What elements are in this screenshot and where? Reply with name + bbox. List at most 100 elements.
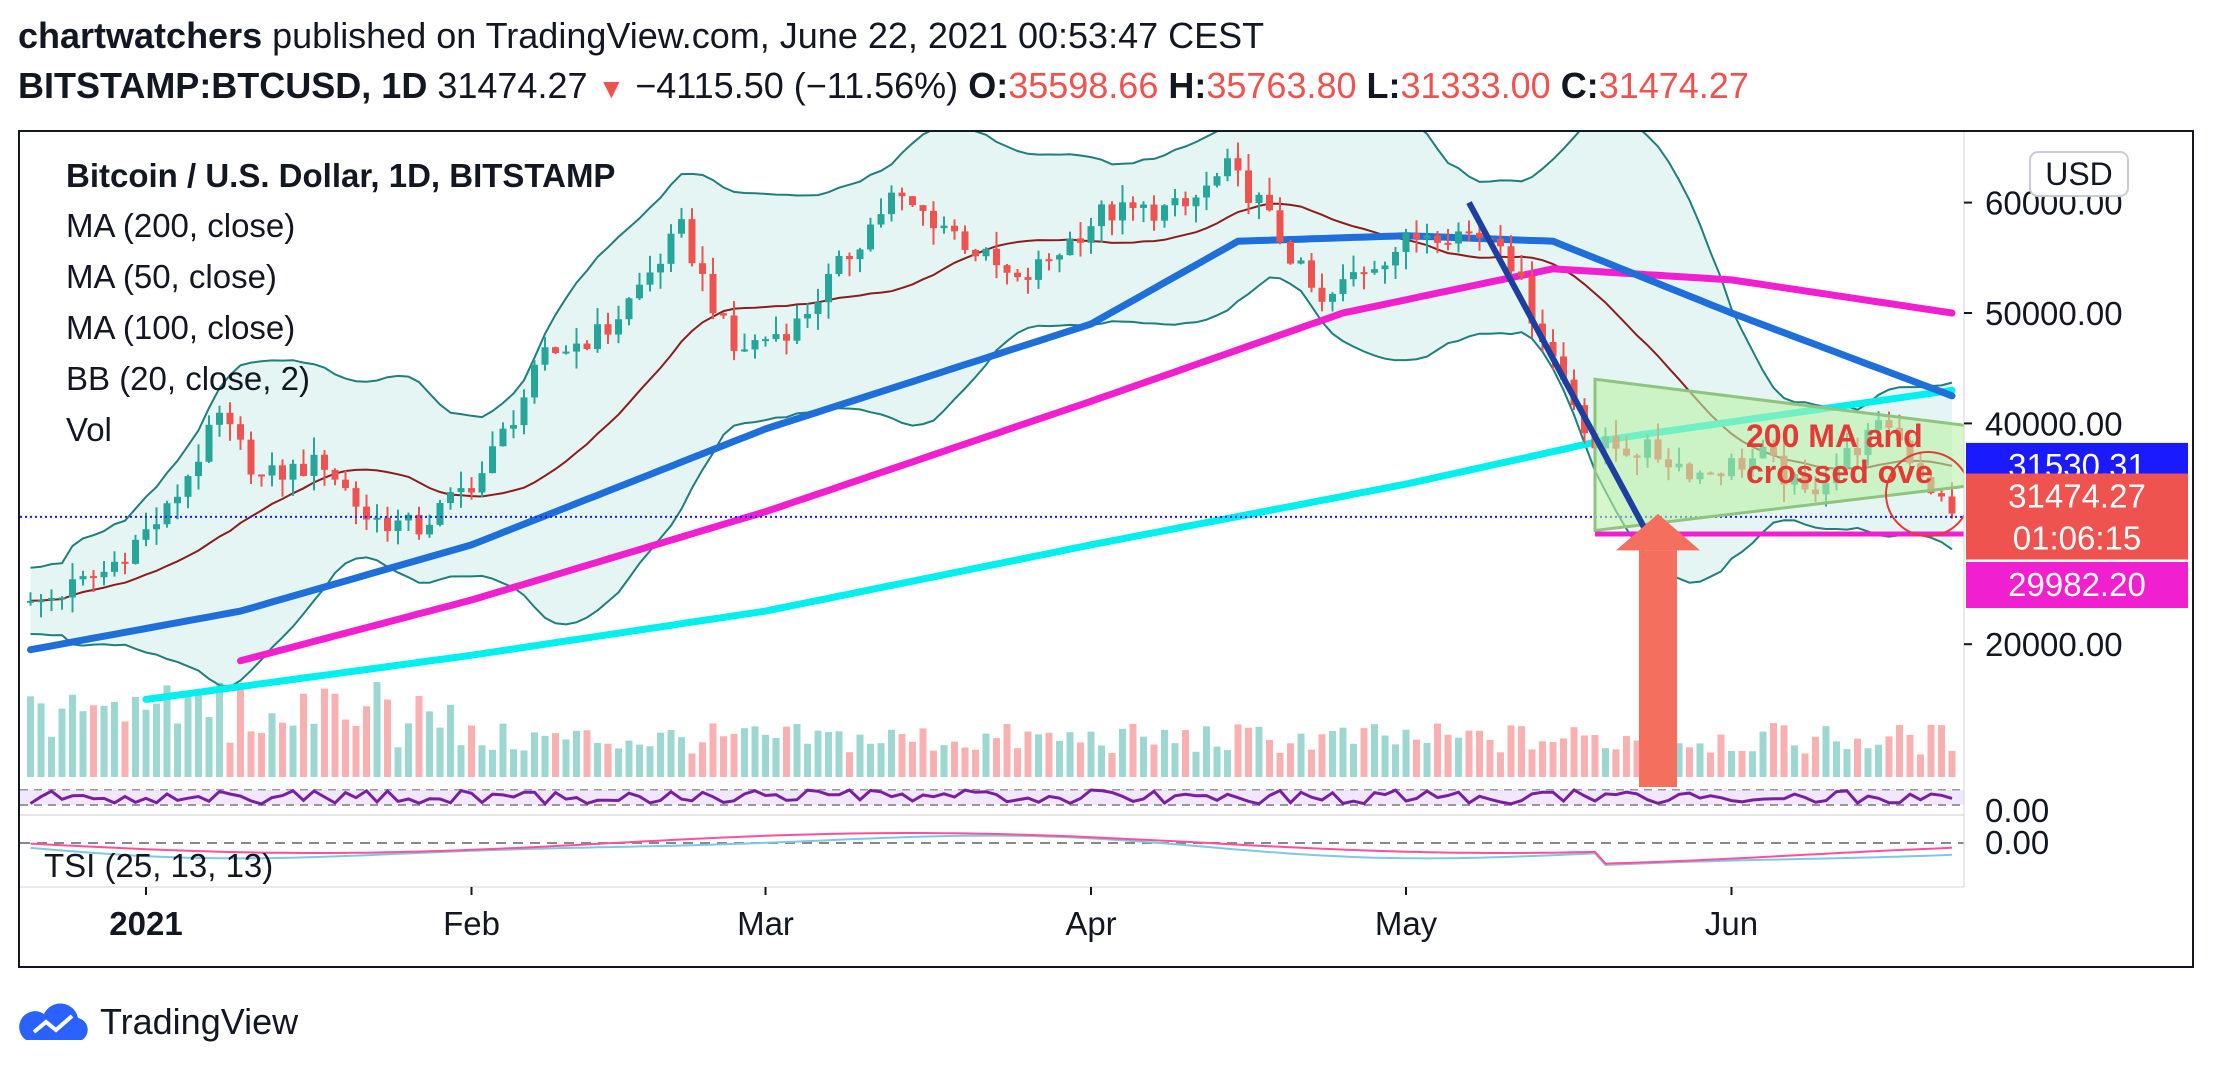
volume-bar: [888, 729, 895, 777]
volume-bar: [1444, 734, 1452, 777]
volume-bar: [1633, 740, 1641, 777]
volume-bar: [1885, 736, 1893, 777]
volume-bar: [856, 734, 864, 777]
annotation-line-1: 200 MA and: [1746, 418, 1923, 454]
chart-frame[interactable]: 200 MA and crossed ove TSI (25, 13, 13) RSI…: [18, 130, 2194, 968]
candle-body: [279, 465, 286, 480]
candle-body: [1948, 496, 1956, 514]
legend-title: Bitcoin / U.S. Dollar, 1D, BITSTAMP: [66, 157, 616, 194]
candle-body: [1035, 259, 1042, 280]
candle-body: [1318, 287, 1326, 302]
author-name[interactable]: chartwatchers: [18, 15, 263, 56]
volume-bar: [783, 726, 790, 777]
volume-bar: [1014, 748, 1021, 777]
volume-bar: [1927, 724, 1935, 777]
volume-bar: [573, 730, 580, 777]
volume-bar: [1150, 744, 1158, 777]
volume-bar: [100, 705, 108, 777]
volume-bar: [1245, 727, 1252, 777]
candle-body: [604, 324, 612, 335]
volume-bar: [1087, 731, 1095, 777]
volume-bar: [615, 748, 622, 777]
volume-bar: [720, 736, 727, 777]
volume-bar: [709, 723, 717, 777]
candle-body: [352, 488, 360, 507]
candle-body: [972, 249, 979, 257]
candle-body: [79, 576, 87, 580]
candle-body: [1224, 158, 1231, 177]
volume-bar: [247, 731, 255, 777]
candle-body: [1938, 493, 1945, 497]
candle-body: [1507, 246, 1515, 272]
publish-info: published on TradingView.com, June 22, 2…: [272, 15, 1265, 56]
volume-bar: [27, 696, 34, 777]
footer-brand[interactable]: TradingView: [100, 1001, 299, 1042]
volume-bar: [972, 749, 979, 777]
volume-bar: [1843, 749, 1851, 777]
volume-bar: [258, 732, 265, 777]
rsi-line: [29, 788, 1953, 807]
candle-body: [1339, 279, 1347, 294]
candle-body: [1266, 194, 1273, 211]
candle-body: [846, 255, 853, 260]
volume-bar: [541, 735, 549, 777]
up-arrow-head: [1616, 513, 1700, 551]
candle-body: [1161, 205, 1168, 221]
open-value: 35598.66: [1008, 65, 1159, 106]
volume-bar: [1308, 749, 1315, 777]
volume-bar: [1108, 753, 1116, 777]
volume-bar: [1171, 743, 1179, 777]
candle-body: [1476, 232, 1483, 238]
candle-body: [1056, 255, 1063, 260]
candle-body: [657, 263, 664, 273]
candle-body: [688, 219, 696, 264]
legend-vol[interactable]: Vol: [66, 411, 112, 448]
candle-body: [121, 561, 129, 564]
candle-body: [615, 319, 622, 335]
volume-bar: [1255, 726, 1263, 777]
x-tick-label: Apr: [1065, 905, 1116, 942]
legend-ma200[interactable]: MA (200, close): [66, 207, 296, 244]
candle-body: [226, 412, 234, 425]
candle-body: [877, 214, 885, 225]
volume-bar: [1896, 724, 1903, 777]
candle-body: [1245, 170, 1252, 203]
volume-bar: [1738, 751, 1746, 777]
tsi-label: TSI (25, 13, 13): [44, 847, 273, 884]
candle-body: [384, 517, 391, 532]
volume-bar: [1549, 742, 1557, 777]
candle-body: [919, 205, 927, 211]
candle-body: [772, 334, 780, 340]
volume-bar: [1455, 737, 1462, 777]
volume-bar: [604, 743, 612, 777]
candle-body: [1308, 260, 1315, 288]
volume-bar: [1822, 726, 1830, 777]
candle-body: [1287, 241, 1294, 264]
candle-body: [142, 529, 150, 540]
legend-bb[interactable]: BB (20, close, 2): [66, 360, 310, 397]
volume-bar: [762, 734, 769, 777]
legend-ma100[interactable]: MA (100, close): [66, 309, 296, 346]
volume-bar: [751, 726, 759, 777]
volume-bar: [636, 744, 643, 777]
candle-body: [300, 463, 307, 476]
candle-body: [562, 351, 570, 354]
volume-bar: [310, 723, 318, 777]
volume-bar: [1623, 736, 1630, 777]
candle-body: [426, 524, 433, 535]
price-badge-label: 29982.20: [2008, 566, 2146, 603]
volume-bar: [1140, 736, 1147, 777]
legend-ma50[interactable]: MA (50, close): [66, 258, 277, 295]
candle-body: [111, 561, 118, 572]
low-value: 31333.00: [1400, 65, 1551, 106]
volume-bar: [489, 749, 496, 777]
candle-body: [90, 576, 97, 579]
volume-bar: [69, 694, 76, 777]
candle-body: [1423, 235, 1431, 239]
candle-body: [1528, 276, 1536, 324]
volume-bar: [1906, 734, 1914, 777]
volume-bar: [846, 752, 853, 777]
volume-bar: [1350, 743, 1357, 777]
